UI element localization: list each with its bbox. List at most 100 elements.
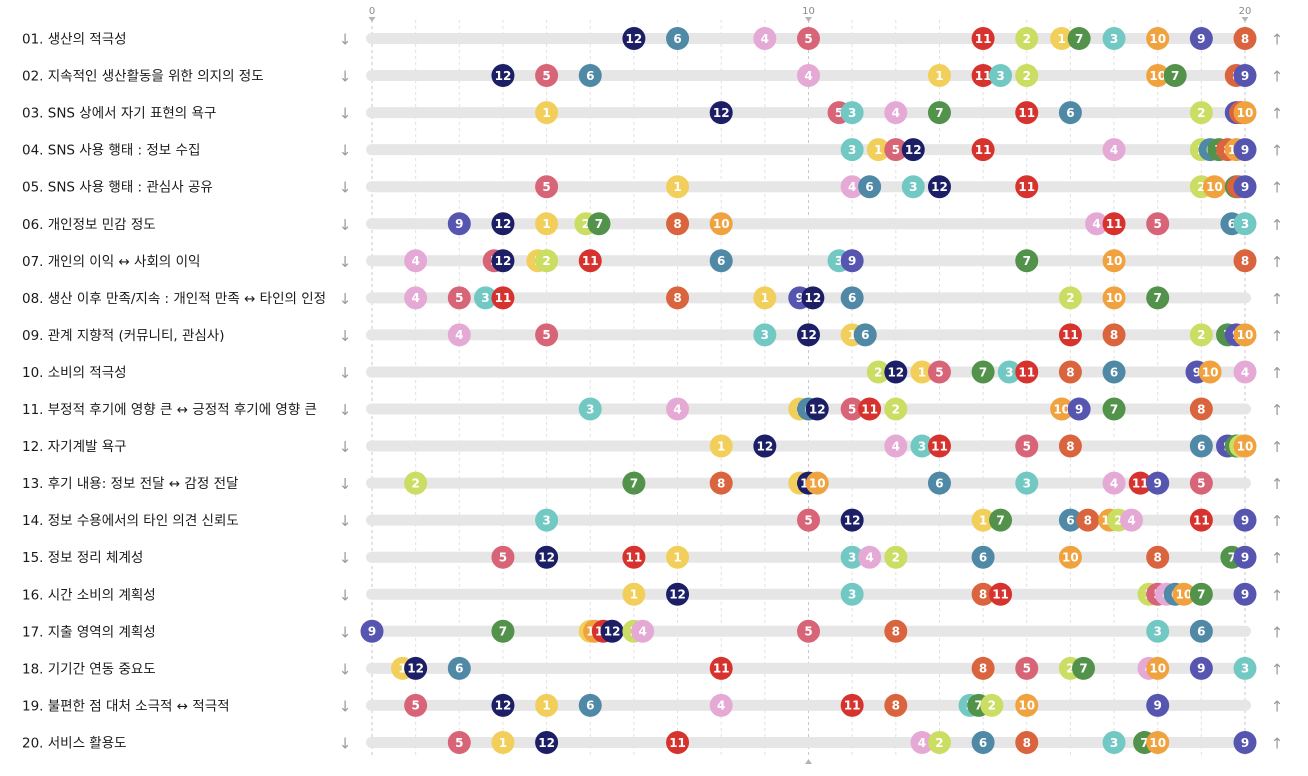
data-point-circle [840, 397, 864, 421]
data-point-label: 7 [1228, 551, 1236, 565]
data-point-label: 7 [935, 106, 943, 120]
data-point: 6 [447, 656, 471, 680]
data-point: 9 [1233, 545, 1257, 569]
data-point-label: 3 [848, 588, 856, 602]
data-point-circle [1102, 138, 1126, 162]
tick-marker [805, 759, 812, 764]
data-point-label: 10 [1149, 662, 1166, 676]
data-point-label: 2 [411, 476, 419, 490]
data-point-circle [404, 693, 428, 717]
data-point: 7 [1067, 27, 1091, 50]
data-point-circle [535, 101, 559, 125]
data-point-label: 9 [848, 254, 856, 268]
data-point-label: 9 [1075, 402, 1083, 416]
data-point-label: 9 [1241, 736, 1249, 750]
data-point-label: 4 [892, 106, 900, 120]
data-point-label: 3 [1154, 625, 1162, 639]
arrow-up-icon: ↑ [1271, 734, 1284, 752]
arrow-up-icon: ↑ [1271, 549, 1284, 567]
data-point-circle [600, 619, 624, 643]
data-point: 10 [1050, 397, 1074, 421]
data-point-label: 12 [495, 254, 512, 268]
data-point-label: 8 [1110, 328, 1118, 342]
data-point-circle [404, 656, 428, 680]
data-point: 10 [1146, 730, 1170, 754]
data-point: 9 [1233, 175, 1257, 199]
data-point: 3 [1102, 730, 1126, 754]
data-point: 1 [971, 508, 995, 532]
data-point-label: 2 [1066, 662, 1074, 676]
data-point-circle [1233, 323, 1257, 347]
data-point: 8 [1058, 434, 1082, 458]
data-point-label: 11 [1193, 513, 1210, 527]
data-point: 5 [447, 730, 471, 754]
chart-rows: 01. 생산의 적극성 ↓ ↑12 6 4 5 11 2 1 7 3 10 9 802. 지속적인 생산활… [22, 27, 1283, 754]
data-point: 7 [971, 360, 995, 384]
data-point-circle [910, 730, 934, 754]
data-point-label: 9 [1197, 662, 1205, 676]
data-point: 12 [840, 508, 864, 532]
row-label: 14. 정보 수용에서의 타인 의견 신뢰도 [22, 513, 239, 529]
data-point-circle [666, 175, 690, 199]
data-point: 4 [753, 27, 777, 50]
data-point: 11 [1015, 175, 1039, 199]
data-point-circle [1146, 730, 1170, 754]
data-point-circle [1146, 64, 1170, 88]
data-point: 12 [491, 693, 515, 717]
row-label: 01. 생산의 적극성 [22, 32, 127, 48]
data-point: 12 [709, 101, 733, 125]
row-label: 15. 정보 정리 체계성 [22, 550, 143, 566]
data-point-label: 11 [931, 439, 948, 453]
arrow-up-icon: ↑ [1271, 253, 1284, 271]
data-point-circle [1146, 545, 1170, 569]
data-point: 3 [1233, 656, 1257, 680]
data-point-label: 5 [542, 328, 550, 342]
arrow-down-icon: ↓ [339, 586, 352, 604]
data-point: 1 [491, 730, 515, 754]
data-point: 5 [1015, 434, 1039, 458]
data-point: 1 [866, 138, 890, 162]
data-point-circle [1102, 212, 1126, 236]
data-point-circle [535, 249, 559, 273]
data-point: 9 [840, 249, 864, 273]
data-point-circle [797, 27, 820, 50]
data-point-circle [1233, 582, 1257, 606]
arrow-down-icon: ↓ [339, 549, 352, 567]
data-point-label: 4 [1110, 476, 1118, 490]
data-point-circle [491, 286, 515, 310]
data-point: 12 [805, 397, 829, 421]
data-point-label: 12 [538, 551, 555, 565]
data-point: 4 [910, 730, 934, 754]
data-point: 3 [473, 286, 497, 310]
data-point-label: 1 [542, 217, 550, 231]
data-point-label: 3 [835, 254, 843, 268]
data-point-circle [753, 286, 777, 310]
data-point: 11 [1015, 360, 1039, 384]
data-point: 10 [1146, 656, 1170, 680]
arrow-down-icon: ↓ [339, 401, 352, 419]
data-point: 12 [622, 27, 646, 50]
data-point-circle [1050, 27, 1074, 50]
data-point-circle [666, 397, 690, 421]
data-point-circle [1015, 730, 1039, 754]
data-point-label: 11 [975, 32, 992, 46]
data-point: 5 [840, 397, 864, 421]
data-point-label: 3 [481, 291, 489, 305]
data-point: 3 [989, 64, 1013, 88]
data-point-label: 1 [918, 365, 926, 379]
data-point-label: 5 [542, 69, 550, 83]
data-point-circle [622, 27, 646, 50]
data-point-label: 8 [1066, 365, 1074, 379]
arrow-up-icon: ↑ [1271, 586, 1284, 604]
data-point: 6 [1058, 508, 1082, 532]
row-label: 03. SNS 상에서 자기 표현의 욕구 [22, 106, 216, 122]
data-point: 4 [884, 434, 908, 458]
data-point-label: 5 [848, 402, 856, 416]
data-point: 9 [447, 212, 471, 236]
row-label: 06. 개인정보 민감 정도 [22, 217, 156, 233]
data-point: 10 [1146, 27, 1170, 50]
data-point-circle [535, 64, 559, 88]
data-point-circle [473, 286, 497, 310]
data-point-circle [1102, 360, 1126, 384]
data-point-label: 12 [809, 402, 826, 416]
